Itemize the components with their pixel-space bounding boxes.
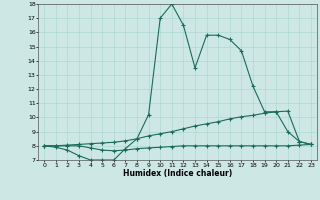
X-axis label: Humidex (Indice chaleur): Humidex (Indice chaleur)	[123, 169, 232, 178]
